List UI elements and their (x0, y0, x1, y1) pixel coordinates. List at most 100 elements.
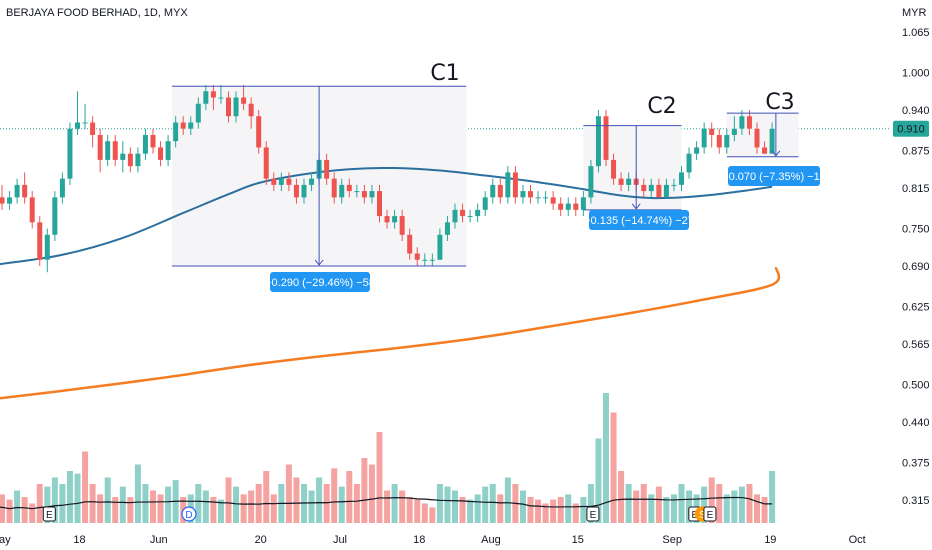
volume-bar (308, 490, 315, 523)
x-axis: May 18 Jun 20 Jul 18 Aug 15 Sep 19 Oct (0, 534, 866, 546)
event-marker-label: E (46, 510, 53, 521)
y-tick-label: 0.750 (902, 224, 930, 236)
measure-arrow-head (771, 150, 781, 157)
volume-bar (263, 471, 270, 523)
candle-body (414, 253, 420, 260)
volume-ma-line (0, 496, 773, 510)
candle-body (573, 203, 579, 210)
volume-bar (565, 494, 572, 523)
candle-body (618, 178, 624, 185)
candle-body (429, 259, 435, 261)
candle-body (528, 191, 533, 198)
volume-bar (384, 490, 391, 523)
event-earnings-icon (703, 506, 717, 522)
volume-bar (44, 486, 51, 523)
volume-bar (104, 477, 111, 523)
volume-bar (233, 486, 240, 523)
measure-arrow-head (631, 203, 641, 210)
candle-body (52, 197, 58, 235)
volume-bar (519, 490, 526, 523)
volume-bar (572, 503, 579, 523)
candle-body (475, 209, 481, 217)
event-marker-label: S (699, 510, 706, 521)
volume-bar (361, 458, 368, 523)
volume-bar (331, 468, 338, 523)
candle-body (218, 97, 224, 99)
y-tick-label: 0.940 (902, 105, 930, 117)
candle-body (392, 216, 398, 223)
candle-body (467, 216, 473, 218)
candle-body (203, 91, 209, 104)
candle-body (746, 116, 752, 129)
candle-body (520, 191, 526, 198)
candle-body (105, 141, 111, 160)
x-tick-label: Aug (481, 534, 501, 546)
volume-bar (467, 499, 474, 523)
chart-title: BERJAYA FOOD BERHAD, 1D, MYX (6, 7, 188, 19)
candle-body (679, 172, 684, 185)
candle-body (512, 172, 518, 198)
volume-bar (376, 432, 383, 523)
ma-long-line (0, 266, 781, 400)
candle-body (135, 153, 141, 167)
volume-bar (474, 494, 481, 523)
last-price-box (893, 120, 929, 137)
volume-bar (670, 494, 677, 523)
candle-body (241, 97, 247, 104)
volume-bar (436, 484, 443, 523)
volume-bar (678, 484, 685, 523)
y-tick-label: 1.065 (902, 27, 930, 39)
candle-body (686, 153, 692, 173)
x-tick-label: May (0, 534, 11, 546)
candle-body (641, 184, 647, 192)
volume-bar (338, 486, 345, 523)
candle-body (716, 134, 722, 148)
x-tick-label: Sep (662, 534, 682, 546)
candle-body (158, 147, 164, 160)
candle-body (460, 209, 466, 217)
event-marker-label: D (185, 510, 192, 521)
x-tick-label: 15 (572, 534, 584, 546)
candle-body (369, 191, 375, 198)
y-tick-label: 0.500 (902, 380, 930, 392)
candle-body (233, 97, 239, 117)
volume-bar (134, 464, 141, 523)
candle-body (7, 197, 13, 204)
volume-bar (625, 484, 632, 523)
candle-body (444, 222, 450, 235)
volume-bar (51, 477, 58, 523)
x-tick-label: Oct (849, 534, 866, 546)
candle-body (558, 203, 564, 210)
measure-value-box (270, 272, 370, 292)
volume-bar (640, 484, 647, 523)
volume-bar (29, 503, 36, 523)
measure-value-text: −0.070 (−7.35%) −14 (722, 171, 826, 183)
volume-bar (603, 393, 609, 523)
volume-bar (489, 484, 496, 523)
volume-bar (240, 494, 247, 523)
y-axis: 1.065 1.000 0.940 0.875 0.815 0.750 0.690 0.625… (902, 27, 930, 507)
volume-bar (346, 471, 353, 523)
x-tick-label: Jun (150, 534, 168, 546)
volume-bar (368, 464, 375, 523)
measure-value-box (589, 210, 689, 230)
candle-body (497, 184, 503, 198)
candlesticks (0, 85, 775, 273)
ma-short-line (0, 166, 773, 266)
volume-bar (738, 486, 745, 523)
candle-body (180, 122, 186, 129)
volume-bar (399, 490, 406, 523)
candle-body (769, 128, 775, 154)
volume-bar (746, 484, 753, 523)
event-dividend-icon (181, 506, 197, 522)
volume-bar (0, 494, 5, 523)
candle-body (59, 178, 65, 198)
x-tick-label: 19 (764, 534, 776, 546)
volume-bar (285, 464, 292, 523)
volume-bar (66, 471, 73, 523)
candle-body (301, 184, 307, 198)
candle-body (14, 184, 20, 198)
candle-body (603, 116, 609, 160)
candle-body (339, 184, 345, 198)
